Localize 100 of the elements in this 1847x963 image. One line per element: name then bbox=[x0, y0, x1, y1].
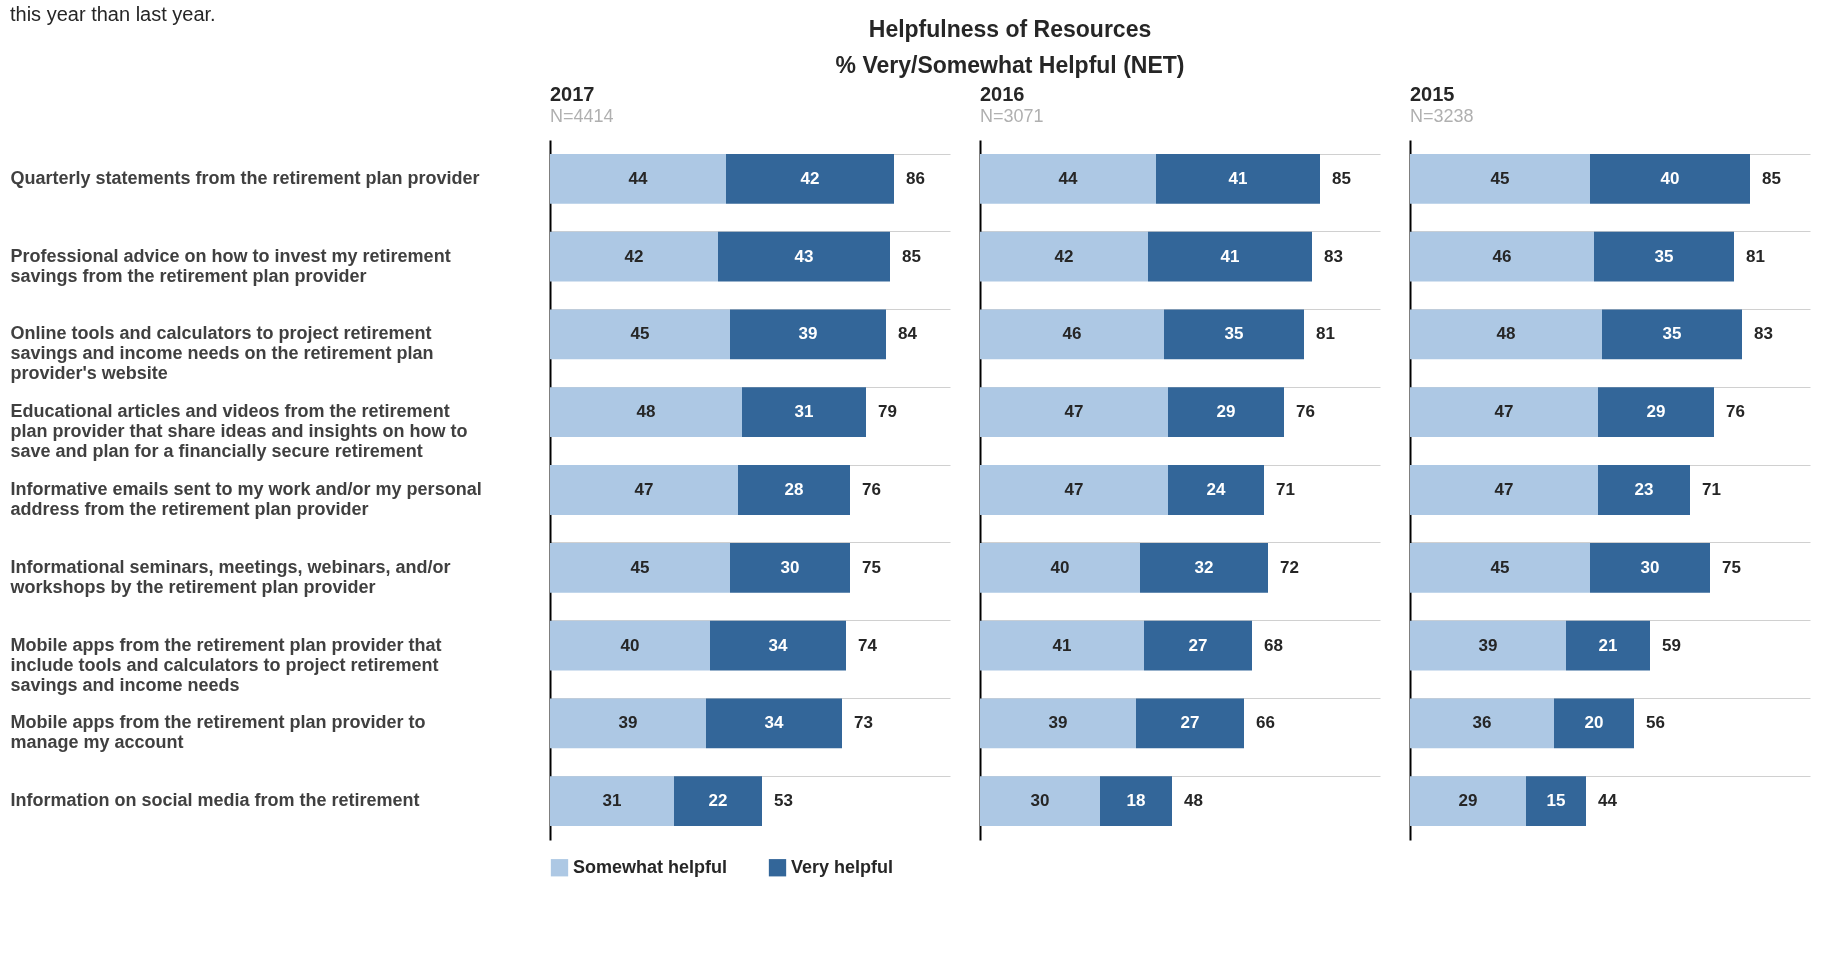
bar bbox=[1168, 465, 1264, 515]
data-label: 29 bbox=[1216, 402, 1236, 422]
total-label: 81 bbox=[1746, 246, 1765, 266]
data-label: 39 bbox=[798, 324, 818, 344]
data-label: 46 bbox=[1062, 324, 1082, 344]
chart-title: 2016 bbox=[980, 83, 1025, 105]
data-label: 30 bbox=[780, 557, 800, 577]
total-label: 85 bbox=[902, 246, 921, 266]
legend-label: Very helpful bbox=[791, 856, 894, 877]
bar bbox=[1410, 154, 1590, 204]
y-tick-label: Information on social media from the retirement bbox=[10, 790, 420, 811]
data-label: 30 bbox=[1640, 557, 1660, 577]
data-label: 45 bbox=[630, 557, 650, 577]
data-label: 41 bbox=[1228, 168, 1248, 188]
data-label: 28 bbox=[784, 480, 804, 499]
bar bbox=[1410, 620, 1566, 671]
bar bbox=[1410, 542, 1590, 593]
data-label: 43 bbox=[794, 246, 814, 266]
bar bbox=[1410, 698, 1554, 749]
data-label: 35 bbox=[1654, 246, 1674, 266]
bar bbox=[1156, 154, 1320, 204]
total-label: 44 bbox=[1598, 791, 1618, 811]
legend-label: Somewhat helpful bbox=[573, 856, 728, 877]
bar bbox=[980, 542, 1140, 593]
bar bbox=[550, 620, 710, 671]
y-tick-label: Quarterly statements from the retirement plan provider bbox=[10, 167, 480, 188]
y-tick-label: Informational seminars, meetings, webinars, and/or workshops by the retirement plan provider bbox=[9, 556, 451, 597]
data-label: 48 bbox=[1496, 324, 1516, 344]
data-label: 29 bbox=[1646, 402, 1666, 422]
bar bbox=[726, 154, 894, 204]
y-tick-label: Online tools and calculators to project retirement savings and income needs on the retirement plan provider's website bbox=[10, 323, 434, 384]
chart-title: 2017 bbox=[550, 83, 595, 105]
data-label: 39 bbox=[1478, 635, 1498, 655]
data-label: 39 bbox=[1048, 713, 1068, 733]
bar bbox=[550, 698, 706, 749]
bar bbox=[1598, 387, 1714, 438]
total-label: 72 bbox=[1280, 557, 1299, 577]
total-label: 73 bbox=[854, 713, 873, 733]
data-label: 48 bbox=[636, 402, 656, 422]
total-label: 53 bbox=[774, 791, 793, 811]
total-label: 71 bbox=[1702, 480, 1721, 499]
bar bbox=[550, 231, 718, 282]
data-label: 29 bbox=[1458, 791, 1478, 811]
bar bbox=[1410, 387, 1598, 438]
total-label: 85 bbox=[1332, 168, 1351, 188]
data-label: 45 bbox=[630, 324, 650, 344]
data-label: 36 bbox=[1472, 713, 1492, 733]
bar bbox=[710, 620, 846, 671]
total-label: 81 bbox=[1316, 324, 1335, 344]
chart-subtitle: N=4414 bbox=[550, 106, 614, 126]
total-label: 56 bbox=[1646, 713, 1665, 733]
bar bbox=[1598, 465, 1690, 515]
y-tick-label: Professional advice on how to invest my retirement savings from the retirement plan provider bbox=[10, 245, 451, 286]
data-label: 47 bbox=[1494, 480, 1514, 499]
bar bbox=[674, 776, 762, 826]
data-label: 40 bbox=[620, 635, 640, 655]
bar bbox=[980, 387, 1168, 438]
data-label: 41 bbox=[1220, 246, 1240, 266]
bar bbox=[738, 465, 850, 515]
bar bbox=[980, 776, 1100, 826]
bar bbox=[1590, 542, 1710, 593]
total-label: 76 bbox=[862, 480, 881, 499]
bar bbox=[1526, 776, 1586, 826]
data-label: 39 bbox=[618, 713, 638, 733]
data-label: 35 bbox=[1662, 324, 1682, 344]
bar bbox=[980, 620, 1144, 671]
data-label: 34 bbox=[764, 713, 784, 733]
bar bbox=[742, 387, 866, 438]
data-label: 42 bbox=[800, 168, 820, 188]
chart-subtitle: N=3071 bbox=[980, 106, 1044, 126]
data-label: 23 bbox=[1634, 480, 1654, 499]
bar bbox=[1410, 465, 1598, 515]
bar bbox=[1566, 620, 1650, 671]
total-label: 76 bbox=[1296, 402, 1315, 422]
bar bbox=[730, 309, 886, 360]
bar bbox=[550, 154, 726, 204]
data-label: 27 bbox=[1188, 635, 1208, 655]
bar bbox=[550, 309, 730, 360]
total-label: 83 bbox=[1324, 246, 1343, 266]
text: this year than last year. bbox=[10, 3, 216, 25]
bar bbox=[1144, 620, 1252, 671]
total-label: 66 bbox=[1256, 713, 1275, 733]
data-label: 47 bbox=[1494, 402, 1514, 422]
data-label: 45 bbox=[1490, 557, 1510, 577]
total-label: 83 bbox=[1754, 324, 1773, 344]
data-label: 32 bbox=[1194, 557, 1214, 577]
bar bbox=[1164, 309, 1304, 360]
bar bbox=[1140, 542, 1268, 593]
data-label: 47 bbox=[634, 480, 654, 499]
bar bbox=[550, 542, 730, 593]
data-label: 15 bbox=[1546, 791, 1566, 811]
bar bbox=[1590, 154, 1750, 204]
data-label: 40 bbox=[1660, 168, 1680, 188]
data-label: 34 bbox=[768, 635, 788, 655]
chart-subtitle: N=3238 bbox=[1410, 106, 1474, 126]
bar bbox=[718, 231, 890, 282]
bar bbox=[980, 154, 1156, 204]
data-label: 30 bbox=[1030, 791, 1050, 811]
data-label: 42 bbox=[624, 246, 644, 266]
bar bbox=[1100, 776, 1172, 826]
